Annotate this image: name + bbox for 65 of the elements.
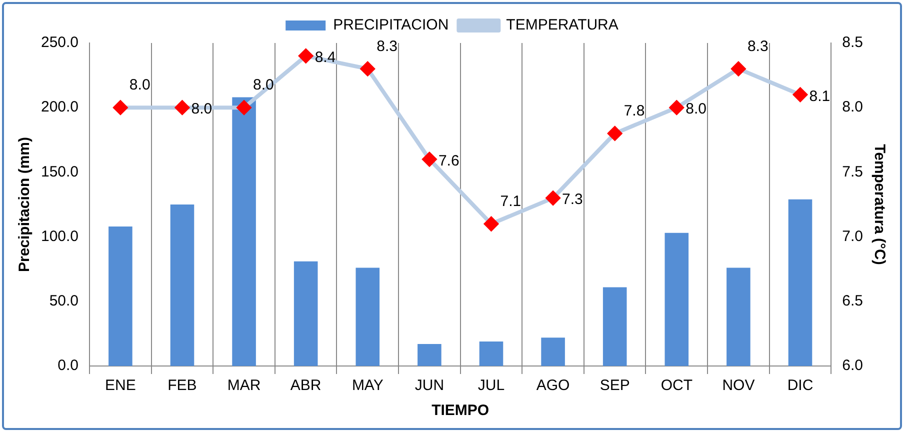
bar: [294, 261, 318, 366]
y2-tick-label: 7.0: [842, 228, 864, 245]
point: [175, 100, 190, 115]
y-tick-label: 50.0: [49, 292, 79, 310]
data-label: 8.0: [191, 100, 212, 118]
data-label: 7.1: [500, 193, 522, 210]
y2-axis-title: Temperatura (°C): [870, 144, 888, 265]
y2-tick-label: 6.0: [842, 357, 864, 374]
x-tick-label: NOV: [722, 377, 755, 394]
point: [237, 100, 252, 115]
data-label: 7.3: [562, 191, 583, 208]
data-label: 8.3: [747, 38, 768, 55]
bar: [726, 268, 750, 366]
bar: [418, 344, 442, 366]
data-label: 8.0: [253, 76, 274, 94]
point: [113, 100, 128, 115]
bar: [664, 232, 689, 366]
point: [298, 48, 313, 63]
point: [670, 100, 684, 115]
y2-tick-label: 8.0: [842, 98, 864, 116]
y2-tick-label: 6.5: [842, 292, 864, 310]
bar: [788, 199, 812, 366]
x-tick-label: ABR: [290, 377, 322, 394]
bar: [232, 97, 256, 366]
y-axis-title: Precipitacion (mm): [16, 136, 34, 272]
x-tick-label: SEP: [600, 377, 630, 394]
point: [793, 88, 808, 102]
y-tick-label: 150.0: [40, 163, 79, 180]
x-tick-label: JUN: [414, 377, 444, 394]
point: [731, 62, 746, 76]
data-label: 8.3: [376, 38, 398, 55]
bar: [479, 341, 504, 366]
y2-tick-label: 8.5: [842, 34, 864, 52]
y-tick-label: 0.0: [58, 357, 79, 374]
x-tick-label: DIC: [787, 377, 814, 394]
y-tick-label: 250.0: [40, 34, 79, 52]
y2-tick-label: 7.5: [842, 163, 864, 180]
x-tick-label: ENE: [105, 377, 136, 394]
point: [608, 126, 622, 140]
data-label: 7.8: [624, 102, 645, 120]
bar: [602, 287, 627, 366]
bar: [541, 338, 565, 366]
data-label: 8.4: [314, 49, 336, 66]
point: [546, 191, 560, 206]
x-tick-label: JUL: [478, 377, 505, 394]
x-tick-label: MAR: [227, 377, 261, 394]
x-tick-label: AGO: [536, 377, 570, 394]
point: [360, 62, 375, 76]
point: [422, 152, 436, 166]
data-label: 8.0: [686, 100, 707, 118]
y-tick-label: 100.0: [40, 228, 79, 245]
data-label: 8.0: [129, 76, 150, 94]
y-tick-label: 200.0: [40, 98, 79, 116]
x-axis-title: TIEMPO: [432, 402, 490, 420]
point: [484, 216, 498, 231]
bar: [356, 268, 380, 366]
x-tick-label: OCT: [660, 377, 692, 394]
x-tick-label: FEB: [168, 377, 197, 394]
x-tick-label: MAY: [352, 377, 384, 394]
legend-label: PRECIPITACION: [333, 16, 449, 34]
data-label: 7.6: [438, 152, 460, 170]
legend-label: TEMPERATURA: [506, 16, 618, 34]
bar: [170, 204, 194, 366]
data-label: 8.1: [809, 88, 830, 105]
bar: [108, 226, 132, 366]
